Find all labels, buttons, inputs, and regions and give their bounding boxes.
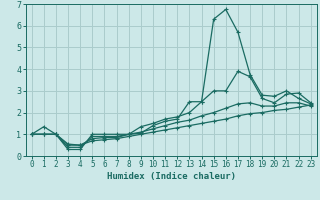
X-axis label: Humidex (Indice chaleur): Humidex (Indice chaleur) [107,172,236,181]
